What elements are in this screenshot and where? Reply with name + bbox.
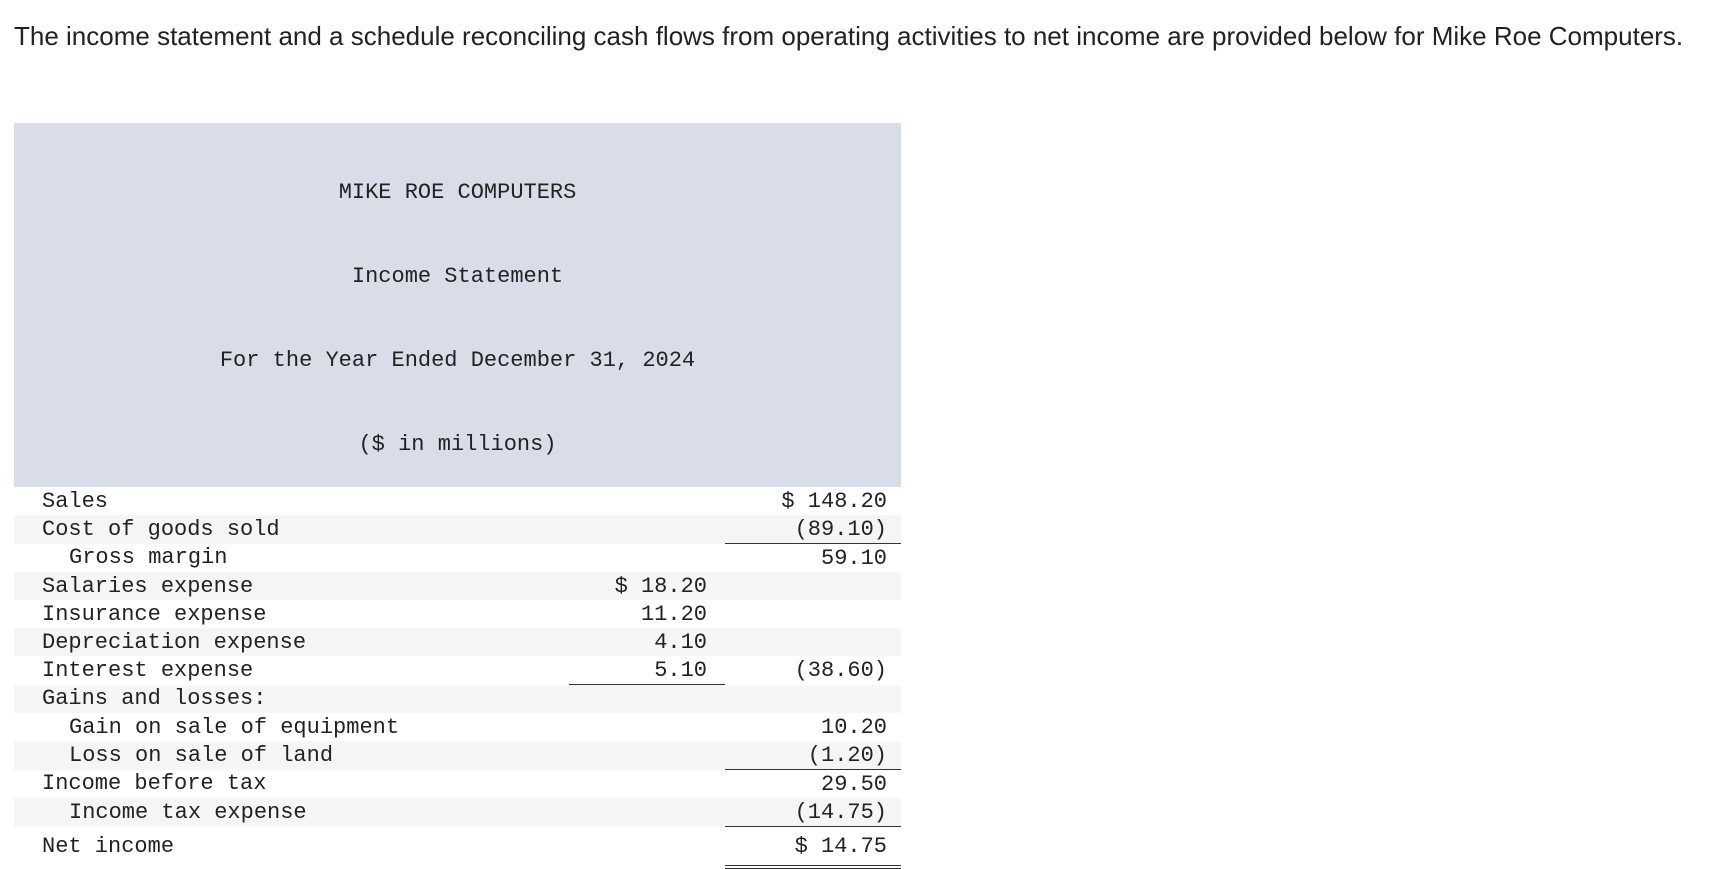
amount: 10.20 — [821, 714, 888, 740]
amount: 29.50 — [821, 771, 888, 797]
row-label: Insurance expense — [42, 601, 267, 627]
row: Gains and losses: — [14, 684, 902, 713]
row: Income tax expense (14.75) — [14, 798, 902, 827]
amount: $ 148.20 — [781, 488, 888, 514]
row-label: Income before tax — [42, 771, 267, 797]
row: Net income $ 14.75 — [14, 826, 902, 869]
amount: 59.10 — [821, 545, 888, 571]
row-label: Salaries expense — [14, 572, 569, 600]
row-label: Gross margin — [69, 545, 228, 571]
amount: $ 18.20 — [569, 572, 725, 600]
row: Sales $ 148.20 — [14, 487, 901, 515]
amount: (14.75) — [725, 798, 902, 827]
amount: $ 14.75 — [725, 826, 902, 869]
row: Loss on sale of land (1.20) — [14, 741, 902, 770]
row: Gross margin 59.10 — [14, 544, 901, 573]
header-line: ($ in millions) — [358, 432, 557, 457]
row: Income before tax 29.50 — [14, 770, 901, 799]
income-statement: MIKE ROE COMPUTERS Income Statement For … — [14, 123, 902, 869]
amount: 11.20 — [640, 601, 707, 627]
row: Insurance expense 11.20 — [14, 600, 901, 628]
amount: (1.20) — [725, 741, 902, 770]
page: The income statement and a schedule reco… — [14, 21, 1684, 869]
amount: 5.10 — [569, 656, 725, 685]
header-line: MIKE ROE COMPUTERS — [338, 180, 577, 205]
amount: (89.10) — [725, 515, 902, 544]
statement-header: MIKE ROE COMPUTERS Income Statement For … — [14, 123, 902, 487]
header-line: For the Year Ended December 31, 2024 — [219, 348, 696, 373]
row: Depreciation expense 4.10 — [14, 628, 902, 656]
row-label: Loss on sale of land — [14, 741, 569, 770]
row-label: Gains and losses: — [14, 684, 569, 713]
row: Salaries expense $ 18.20 — [14, 572, 902, 600]
header-line: Income Statement — [351, 264, 564, 289]
row-label: Sales — [42, 488, 109, 514]
row-label: Gain on sale of equipment — [69, 714, 400, 740]
row: Cost of goods sold (89.10) — [14, 515, 902, 544]
amount: 4.10 — [569, 628, 725, 656]
intro-text: The income statement and a schedule reco… — [14, 21, 1684, 51]
row-label: Depreciation expense — [14, 628, 569, 656]
row: Gain on sale of equipment 10.20 — [14, 713, 901, 741]
row-label: Cost of goods sold — [14, 515, 569, 544]
row-label: Net income — [42, 834, 175, 860]
row-label: Interest expense — [42, 657, 254, 683]
amount: (38.60) — [794, 657, 888, 683]
row: Interest expense 5.10 (38.60) — [14, 656, 901, 685]
row-label: Income tax expense — [14, 798, 569, 827]
